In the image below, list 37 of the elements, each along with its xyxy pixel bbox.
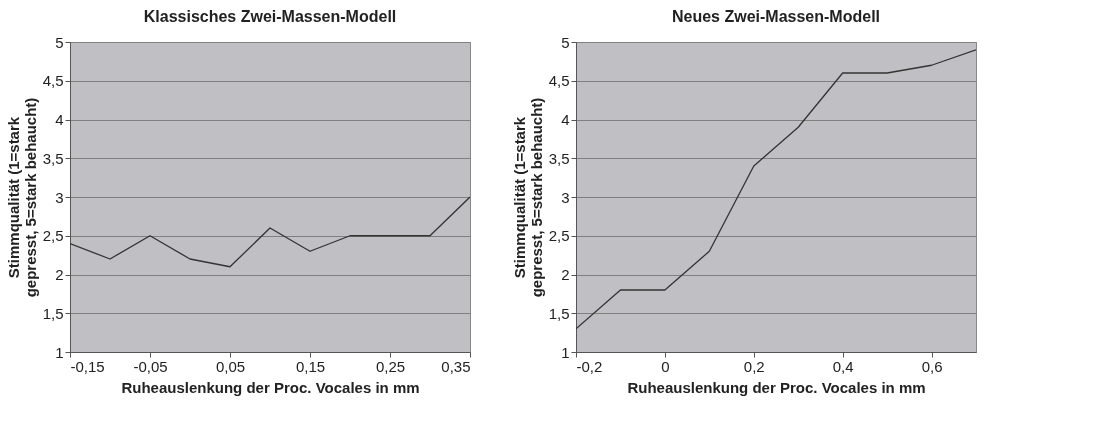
x-tick-label: 0,2 (743, 357, 765, 375)
y-tick-label: 2,5 (548, 227, 570, 245)
y-tick-label: 5 (561, 33, 570, 51)
x-tick-label: 0,15 (295, 357, 326, 375)
y-axis-title: Stimmqualität (1=stark gepresst, 5=stark behaucht) (510, 97, 545, 298)
y-tick-label: 3,5 (42, 149, 64, 167)
x-tick-label: 0,6 (921, 357, 943, 375)
line-series (70, 196, 470, 268)
x-tick-label: -0,2 (576, 357, 603, 375)
y-axis-title: Stimmqualität (1=stark gepresst, 5=stark behaucht) (4, 97, 39, 298)
y-tick-label: 4,5 (548, 72, 570, 90)
y-tick-label: 2,5 (42, 227, 64, 245)
chart-title: Klassisches Zwei-Massen-Modell (143, 8, 397, 25)
y-tick-label: 4,5 (42, 72, 64, 90)
y-tick-label: 1,5 (548, 304, 570, 322)
x-tick-label: 0 (661, 357, 670, 375)
y-tick-label: 1 (561, 343, 570, 361)
x-axis-title: Ruheauslenkung der Proc. Vocales in mm (121, 378, 420, 396)
x-tick-label: -0,05 (133, 357, 168, 375)
chart-title: Neues Zwei-Massen-Modell (671, 8, 881, 25)
y-tick-label: 3,5 (548, 149, 570, 167)
y-tick-label: 4 (55, 111, 64, 128)
y-tick-label: 4 (561, 111, 570, 128)
x-tick-label: 0,4 (832, 357, 854, 375)
x-tick-label: 0,05 (215, 357, 246, 375)
y-tick-label: 2 (55, 266, 64, 283)
y-tick-label: 1 (55, 343, 64, 361)
y-tick-label: 1,5 (42, 304, 64, 322)
y-tick-label: 5 (55, 33, 64, 51)
line-series (576, 49, 976, 330)
y-tick-label: 3 (55, 188, 64, 206)
y-tick-label: 2 (561, 266, 570, 283)
x-tick-label: 0,35 (441, 357, 471, 375)
x-tick-label: -0,15 (70, 357, 105, 375)
x-axis-title: Ruheauslenkung der Proc. Vocales in mm (627, 378, 926, 396)
y-tick-label: 3 (561, 188, 570, 206)
x-tick-label: 0,25 (375, 357, 406, 375)
